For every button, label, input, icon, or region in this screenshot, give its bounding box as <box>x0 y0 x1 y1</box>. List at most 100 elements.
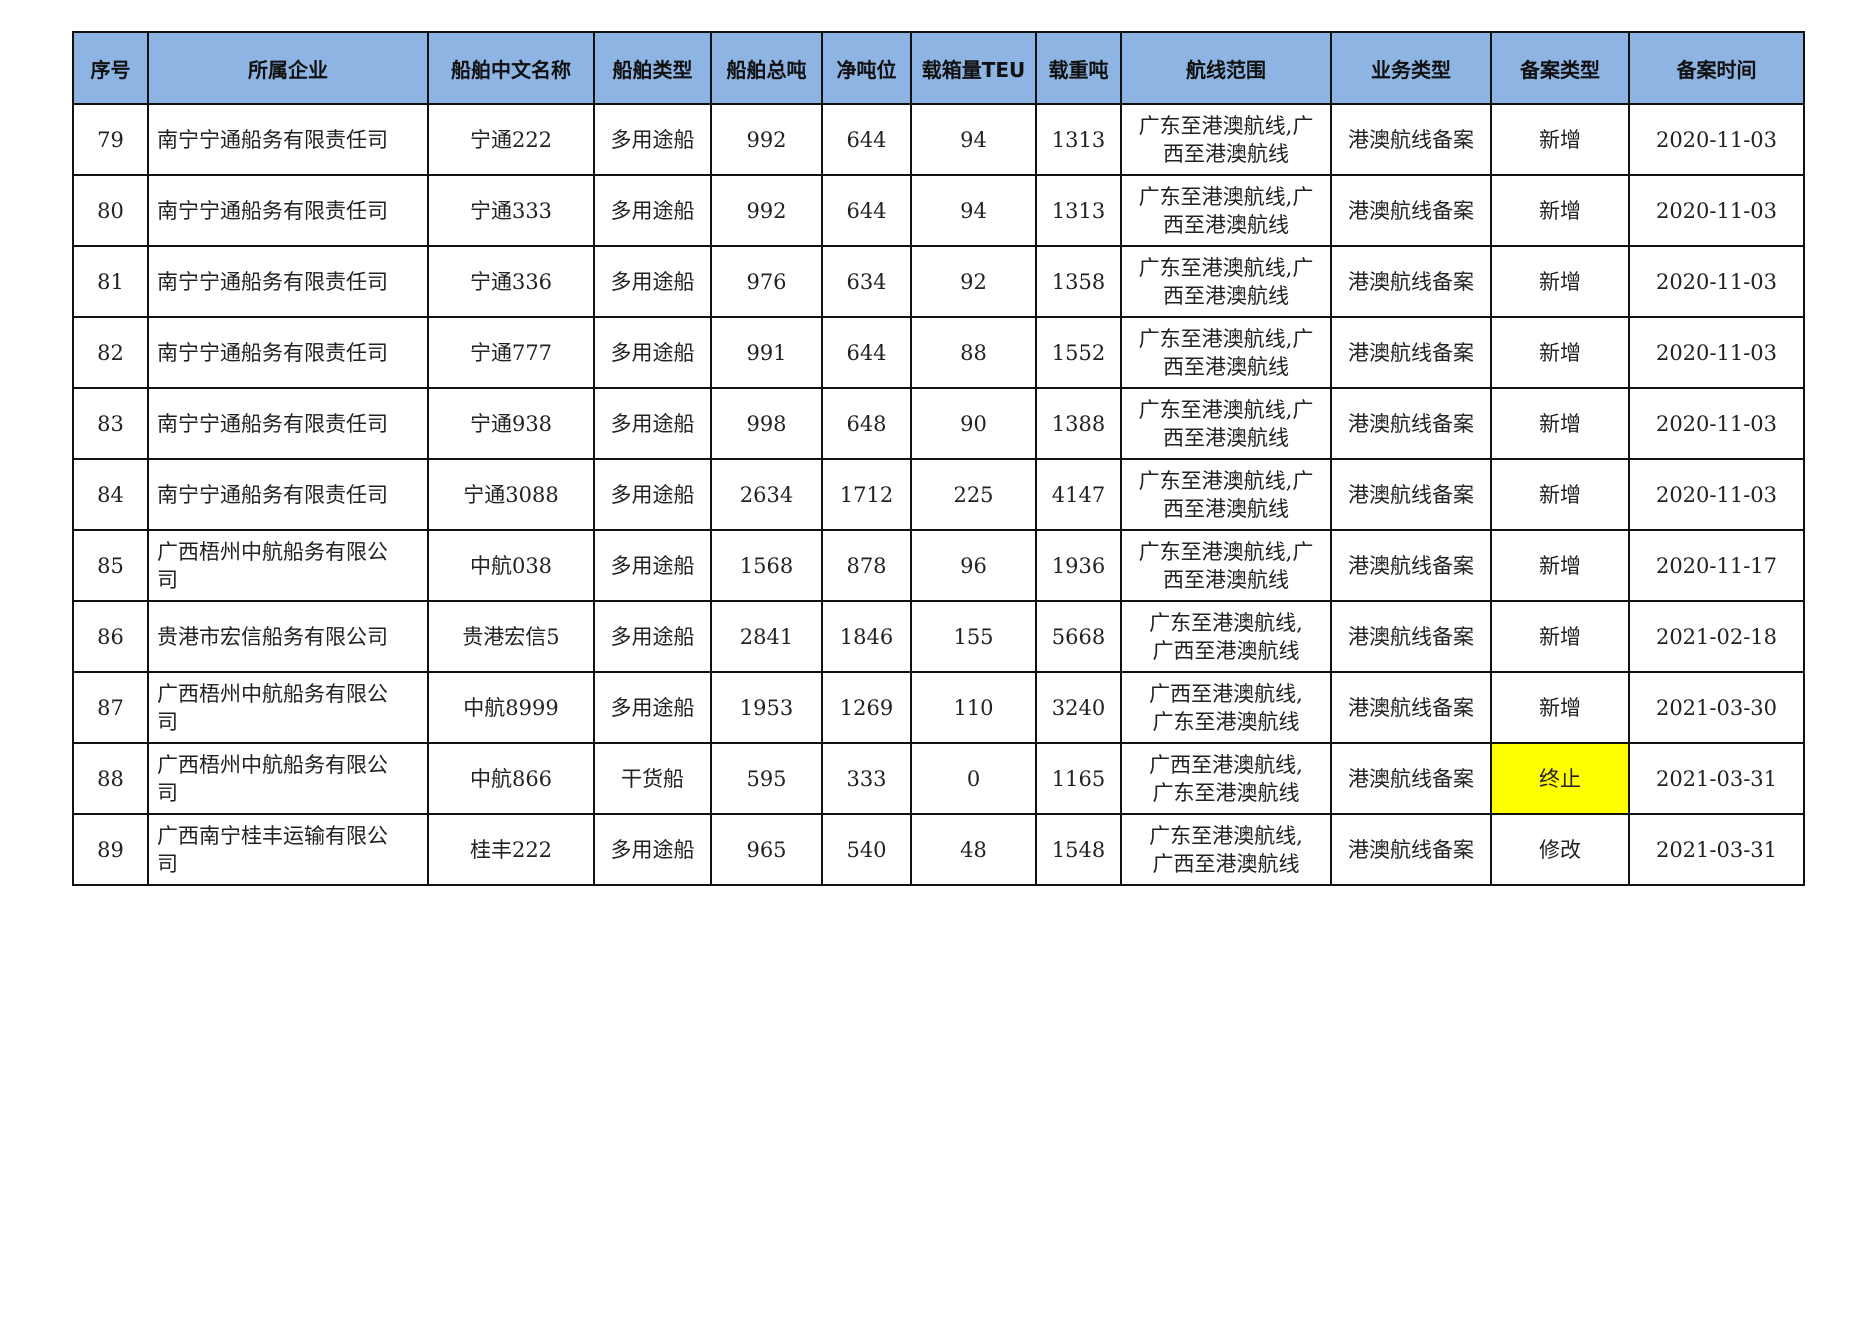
cell-ship-type: 多用途船 <box>593 316 712 389</box>
cell-net-tonnage: 644 <box>821 103 912 176</box>
table-row: 89 广西南宁桂丰运输有限公 司桂丰222 多用途船 965 540 48 1548 广东至港… <box>72 813 1805 886</box>
cell-business-type: 港澳航线备案 <box>1330 458 1492 531</box>
cell-record-type: 修改 <box>1490 813 1630 886</box>
cell-ship-type: 多用途船 <box>593 529 712 602</box>
cell-ship-type: 多用途船 <box>593 671 712 744</box>
table-row: 87 广西梧州中航船务有限公 司中航8999 多用途船 1953 1269 110 3240… <box>72 671 1805 744</box>
cell-net-tonnage: 1269 <box>821 671 912 744</box>
cell-deadweight: 1313 <box>1035 103 1122 176</box>
cell-record-date: 2020-11-03 <box>1628 458 1805 531</box>
cell-gross-tonnage: 2841 <box>710 600 823 673</box>
cell-gross-tonnage: 1568 <box>710 529 823 602</box>
cell-gross-tonnage: 595 <box>710 742 823 815</box>
cell-deadweight: 3240 <box>1035 671 1122 744</box>
header-net-tonnage: 净吨位 <box>821 31 912 105</box>
cell-ship-name: 宁通333 <box>427 174 595 247</box>
cell-ship-type: 干货船 <box>593 742 712 815</box>
cell-company: 南宁宁通船务有限责任司 <box>147 316 429 389</box>
cell-index: 84 <box>72 458 149 531</box>
cell-business-type: 港澳航线备案 <box>1330 742 1492 815</box>
cell-route: 广东至港澳航线,广 西至港澳航线 <box>1120 387 1332 460</box>
cell-record-type: 新增 <box>1490 600 1630 673</box>
cell-index: 85 <box>72 529 149 602</box>
cell-route: 广东至港澳航线,广 西至港澳航线 <box>1120 458 1332 531</box>
cell-ship-name: 中航8999 <box>427 671 595 744</box>
cell-gross-tonnage: 998 <box>710 387 823 460</box>
header-route: 航线范围 <box>1120 31 1332 105</box>
cell-record-type: 新增 <box>1490 103 1630 176</box>
cell-ship-name: 中航038 <box>427 529 595 602</box>
cell-teu: 48 <box>910 813 1037 886</box>
cell-record-type: 新增 <box>1490 671 1630 744</box>
header-index: 序号 <box>72 31 149 105</box>
header-record-date: 备案时间 <box>1628 31 1805 105</box>
cell-index: 80 <box>72 174 149 247</box>
cell-company: 南宁宁通船务有限责任司 <box>147 103 429 176</box>
cell-record-type: 新增 <box>1490 245 1630 318</box>
cell-route: 广东至港澳航线, 广西至港澳航线 <box>1120 600 1332 673</box>
cell-route: 广西至港澳航线, 广东至港澳航线 <box>1120 742 1332 815</box>
cell-route: 广东至港澳航线,广 西至港澳航线 <box>1120 103 1332 176</box>
header-ship-name: 船舶中文名称 <box>427 31 595 105</box>
header-deadweight: 载重吨 <box>1035 31 1122 105</box>
table-row: 86 贵港市宏信船务有限公司 贵港宏信5 多用途船 2841 1846 155 5668 广东至… <box>72 600 1805 673</box>
cell-index: 89 <box>72 813 149 886</box>
cell-teu: 90 <box>910 387 1037 460</box>
cell-company: 南宁宁通船务有限责任司 <box>147 174 429 247</box>
cell-deadweight: 5668 <box>1035 600 1122 673</box>
cell-ship-name: 中航866 <box>427 742 595 815</box>
cell-ship-type: 多用途船 <box>593 458 712 531</box>
cell-business-type: 港澳航线备案 <box>1330 600 1492 673</box>
cell-company: 贵港市宏信船务有限公司 <box>147 600 429 673</box>
cell-ship-type: 多用途船 <box>593 600 712 673</box>
cell-net-tonnage: 878 <box>821 529 912 602</box>
cell-ship-type: 多用途船 <box>593 174 712 247</box>
cell-teu: 110 <box>910 671 1037 744</box>
cell-teu: 92 <box>910 245 1037 318</box>
cell-net-tonnage: 333 <box>821 742 912 815</box>
cell-record-type: 新增 <box>1490 316 1630 389</box>
header-business-type: 业务类型 <box>1330 31 1492 105</box>
cell-deadweight: 1313 <box>1035 174 1122 247</box>
cell-record-type: 新增 <box>1490 387 1630 460</box>
cell-route: 广西至港澳航线, 广东至港澳航线 <box>1120 671 1332 744</box>
cell-ship-name: 桂丰222 <box>427 813 595 886</box>
cell-deadweight: 4147 <box>1035 458 1122 531</box>
cell-gross-tonnage: 992 <box>710 103 823 176</box>
cell-record-type: 新增 <box>1490 529 1630 602</box>
cell-record-date: 2020-11-03 <box>1628 245 1805 318</box>
cell-business-type: 港澳航线备案 <box>1330 529 1492 602</box>
cell-net-tonnage: 648 <box>821 387 912 460</box>
cell-index: 88 <box>72 742 149 815</box>
cell-record-type: 终止 <box>1490 742 1630 815</box>
cell-ship-name: 贵港宏信5 <box>427 600 595 673</box>
cell-company: 南宁宁通船务有限责任司 <box>147 245 429 318</box>
cell-index: 87 <box>72 671 149 744</box>
cell-gross-tonnage: 976 <box>710 245 823 318</box>
cell-net-tonnage: 1846 <box>821 600 912 673</box>
table-row: 85 广西梧州中航船务有限公 司中航038 多用途船 1568 878 96 1936 广东至… <box>72 529 1805 602</box>
cell-record-date: 2020-11-03 <box>1628 387 1805 460</box>
cell-route: 广东至港澳航线,广 西至港澳航线 <box>1120 174 1332 247</box>
cell-teu: 96 <box>910 529 1037 602</box>
cell-gross-tonnage: 991 <box>710 316 823 389</box>
cell-business-type: 港澳航线备案 <box>1330 813 1492 886</box>
cell-deadweight: 1552 <box>1035 316 1122 389</box>
cell-teu: 0 <box>910 742 1037 815</box>
cell-record-date: 2020-11-03 <box>1628 316 1805 389</box>
cell-deadweight: 1165 <box>1035 742 1122 815</box>
cell-business-type: 港澳航线备案 <box>1330 245 1492 318</box>
cell-teu: 88 <box>910 316 1037 389</box>
cell-ship-type: 多用途船 <box>593 103 712 176</box>
cell-company: 广西梧州中航船务有限公 司 <box>147 671 429 744</box>
cell-net-tonnage: 540 <box>821 813 912 886</box>
header-record-type: 备案类型 <box>1490 31 1630 105</box>
cell-business-type: 港澳航线备案 <box>1330 316 1492 389</box>
table-row: 82 南宁宁通船务有限责任司 宁通777 多用途船 991 644 88 1552 广东至港澳航… <box>72 316 1805 389</box>
cell-gross-tonnage: 1953 <box>710 671 823 744</box>
header-ship-type: 船舶类型 <box>593 31 712 105</box>
cell-ship-type: 多用途船 <box>593 813 712 886</box>
cell-ship-name: 宁通938 <box>427 387 595 460</box>
cell-index: 81 <box>72 245 149 318</box>
cell-record-date: 2021-03-30 <box>1628 671 1805 744</box>
